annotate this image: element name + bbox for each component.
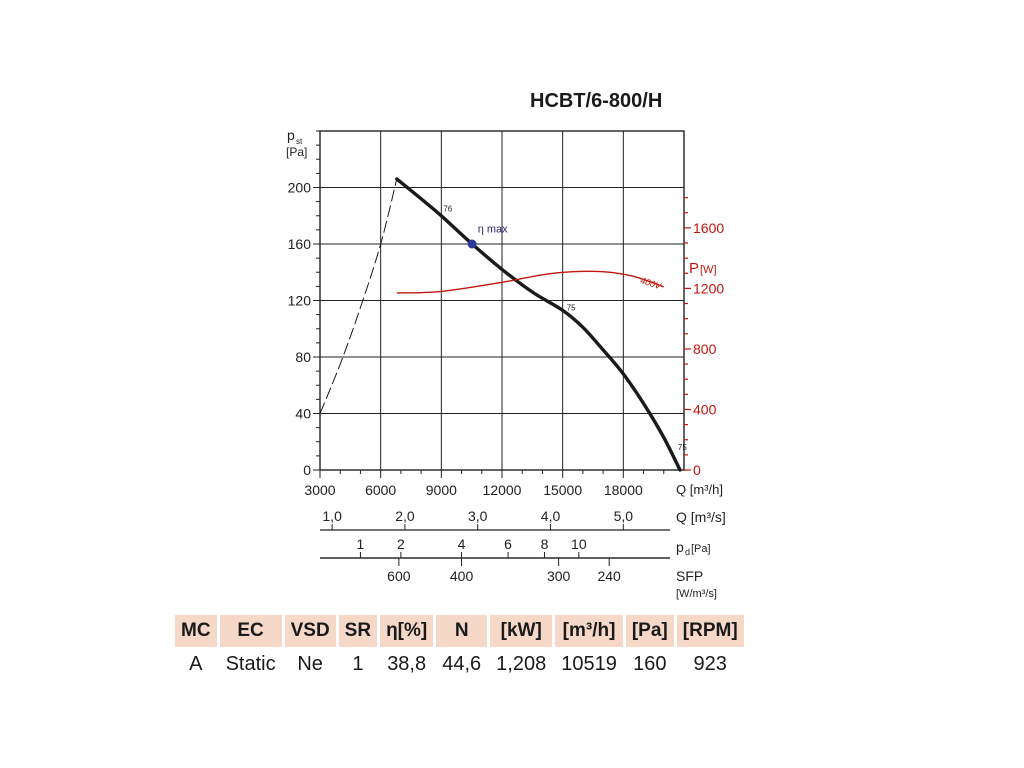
- operating-point-marker: [467, 239, 477, 249]
- header-pressure: [Pa]: [625, 615, 674, 647]
- value-efficiency: 38,8: [387, 652, 427, 675]
- secondary-scale-tick-label: 4: [458, 536, 466, 552]
- secondary-scale-tick-label: 4,0: [541, 508, 561, 524]
- header-rpm: [RPM]: [676, 615, 744, 647]
- x-axis-tick-label: 3000: [304, 482, 335, 498]
- x-axis-tick-label: 6000: [365, 482, 396, 498]
- sfp-scale-unit: [W/m³/s]: [676, 588, 717, 600]
- x-axis-tick-label: 18000: [604, 482, 643, 498]
- right-axis-title: P: [689, 260, 699, 277]
- left-axis-tick-label: 40: [295, 406, 311, 422]
- right-axis-tick-label: 1200: [693, 280, 724, 296]
- header-mc: MC: [175, 615, 217, 647]
- secondary-scale-tick-label: 1,0: [322, 508, 342, 524]
- secondary-scale-tick-label: 600: [387, 568, 411, 584]
- secondary-scale-tick-label: 300: [547, 568, 571, 584]
- value-flow: 10519: [561, 652, 617, 675]
- x-axis-tick-label: 15000: [543, 482, 582, 498]
- right-axis-tick-label: 400: [693, 401, 717, 417]
- left-axis-unit: [Pa]: [286, 145, 307, 159]
- secondary-scale-tick-label: 3,0: [468, 508, 488, 524]
- secondary-scale-tick-label: 5,0: [614, 508, 634, 524]
- value-ec: Static: [225, 652, 276, 675]
- spec-table: MC EC VSD SR η[%] N [kW] [m³/h] [Pa] [RP…: [172, 615, 747, 681]
- spec-value-row: A Static Ne 1 38,8 44,6 1,208 10519 160 …: [175, 647, 744, 681]
- value-vsd: Ne: [297, 652, 323, 675]
- header-n: N: [436, 615, 488, 647]
- system-limit-curve: [319, 178, 398, 414]
- dynamic-pressure-scale-subscript: d: [685, 547, 690, 557]
- dynamic-pressure-scale-title: p: [676, 539, 684, 555]
- secondary-scale-tick-label: 2,0: [395, 508, 415, 524]
- curve-annotation: 76: [443, 205, 452, 214]
- right-axis-tick-label: 800: [693, 341, 717, 357]
- x-axis-tick-label: 12000: [483, 482, 522, 498]
- right-axis-unit: [W]: [700, 264, 717, 276]
- value-power: 1,208: [496, 652, 547, 675]
- secondary-scale-tick-label: 6: [504, 536, 512, 552]
- left-axis-title-subscript: st: [296, 137, 303, 146]
- secondary-scale-tick-label: 240: [597, 568, 621, 584]
- left-axis-tick-label: 0: [303, 462, 311, 478]
- left-axis-tick-label: 80: [295, 349, 311, 365]
- header-efficiency: η[%]: [380, 615, 434, 647]
- secondary-scale-tick-label: 400: [450, 568, 474, 584]
- flow-m3s-scale-title: Q [m³/s]: [676, 509, 726, 525]
- secondary-scale-tick-label: 8: [541, 536, 549, 552]
- chart-title: HCBT/6-800/H: [530, 90, 663, 112]
- secondary-scale-tick-label: 1: [357, 536, 365, 552]
- curve-annotation: η max: [478, 224, 508, 236]
- secondary-scale-tick-label: 10: [571, 536, 587, 552]
- header-flow: [m³/h]: [555, 615, 623, 647]
- secondary-scale-tick-label: 2: [397, 536, 405, 552]
- left-axis-tick-label: 160: [288, 236, 312, 252]
- dynamic-pressure-scale-unit: [Pa]: [691, 543, 711, 555]
- left-axis-title: p: [287, 127, 295, 143]
- value-pressure: 160: [633, 652, 667, 675]
- power-curve-label: 400V: [639, 275, 663, 291]
- curve-annotation: 75: [567, 303, 576, 312]
- left-axis-tick-label: 120: [288, 293, 312, 309]
- curve-annotation: 75: [678, 443, 687, 452]
- value-mc: A: [189, 652, 203, 675]
- power-curve: [396, 270, 665, 294]
- right-axis-tick-label: 1600: [693, 220, 724, 236]
- value-n: 44,6: [442, 652, 482, 675]
- spec-header-row: MC EC VSD SR η[%] N [kW] [m³/h] [Pa] [RP…: [175, 615, 744, 647]
- x-axis-tick-label: 9000: [426, 482, 457, 498]
- value-rpm: 923: [693, 652, 727, 675]
- header-vsd: VSD: [284, 615, 336, 647]
- left-axis-tick-label: 200: [288, 180, 312, 196]
- pressure-curve: [395, 177, 682, 472]
- sfp-scale-title: SFP: [676, 568, 703, 584]
- x-axis-title: Q [m³/h]: [676, 482, 723, 497]
- right-axis-tick-label: 0: [693, 462, 701, 478]
- value-sr: 1: [352, 652, 364, 675]
- header-ec: EC: [219, 615, 282, 647]
- header-power: [kW]: [490, 615, 553, 647]
- header-sr: SR: [338, 615, 378, 647]
